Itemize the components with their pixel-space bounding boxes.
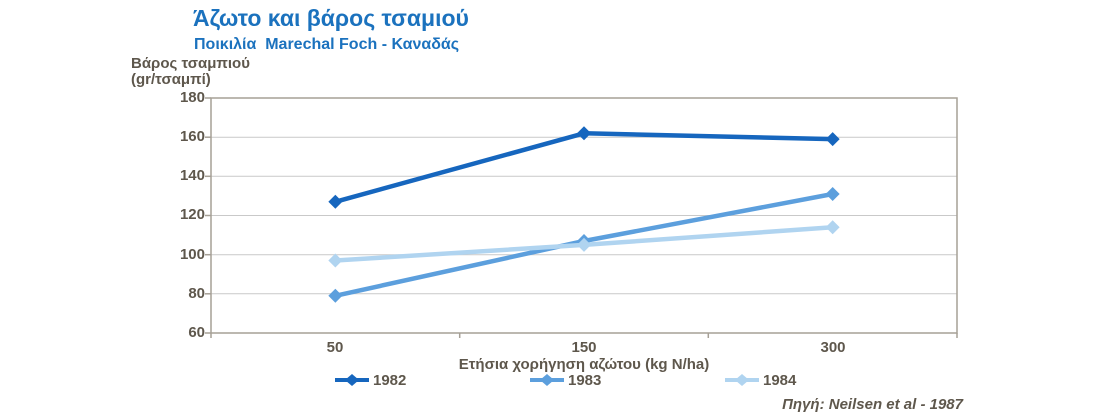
- legend-marker-1982-icon: [335, 374, 369, 386]
- y-tick-160: 160: [179, 128, 205, 145]
- legend-item-1983: 1983: [529, 371, 601, 389]
- y-tick-140: 140: [179, 167, 205, 184]
- legend-label-1982: 1982: [373, 371, 407, 389]
- y-tick-180: 180: [179, 89, 205, 106]
- legend-label-1983: 1983: [568, 371, 602, 389]
- y-axis-title: Βάρος τσαμπιού (gr/τσαμπί): [131, 56, 250, 88]
- y-tick-60: 60: [188, 324, 205, 341]
- y-tick-80: 80: [188, 285, 205, 302]
- legend-item-1982: 1982: [334, 371, 406, 389]
- y-tick-120: 120: [179, 206, 205, 223]
- y-tick-100: 100: [179, 246, 205, 263]
- x-tick-300: 300: [820, 339, 846, 356]
- y-axis-title-line1: Βάρος τσαμπιού: [131, 55, 250, 72]
- legend-label-1984: 1984: [763, 371, 797, 389]
- legend-marker-1983-icon: [530, 374, 564, 386]
- legend-item-1984: 1984: [724, 371, 796, 389]
- chart-subtitle: Ποικιλία Marechal Foch - Καναδάς: [194, 36, 460, 53]
- legend-marker-1984-icon: [725, 374, 759, 386]
- x-tick-50: 50: [326, 339, 344, 356]
- x-axis-title: Ετήσια χορήγηση αζώτου (kg N/ha): [458, 356, 710, 373]
- x-tick-150: 150: [571, 339, 597, 356]
- chart-title: Άζωτο και βάρος τσαμιού: [193, 5, 469, 31]
- y-axis-title-line2: (gr/τσαμπί): [131, 71, 211, 88]
- source-citation: Πηγή: Neilsen et al - 1987: [782, 396, 963, 413]
